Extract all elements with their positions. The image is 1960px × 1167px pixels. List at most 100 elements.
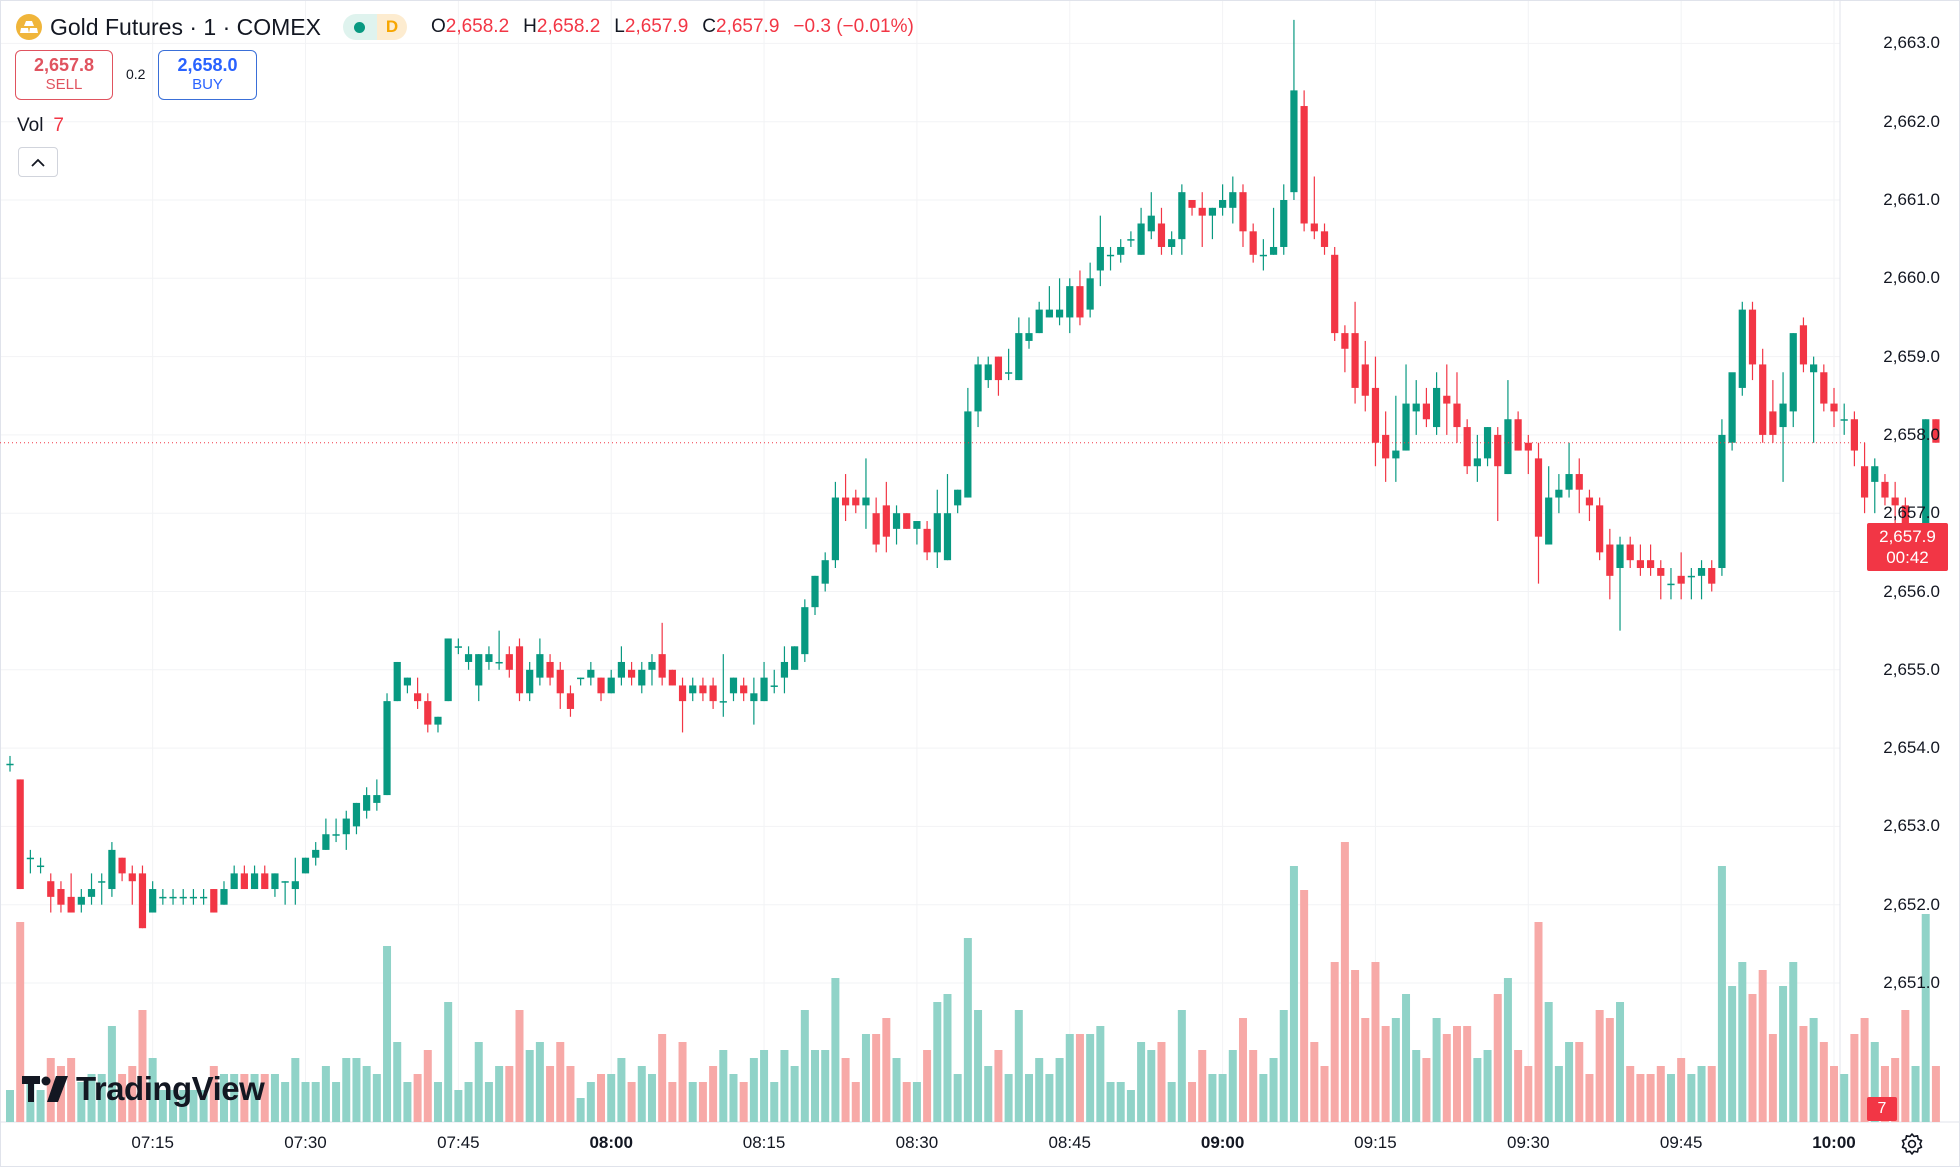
candle-body: [1555, 489, 1563, 498]
candle-body: [1117, 246, 1125, 255]
candle: [750, 677, 758, 725]
candle-body: [332, 834, 340, 836]
volume-bar: [994, 1050, 1003, 1122]
volume-bar: [1269, 1058, 1278, 1122]
candle-body: [1871, 466, 1879, 482]
candle: [1371, 356, 1380, 467]
volume-axis-label: 7: [1867, 1097, 1897, 1121]
candle: [1748, 301, 1757, 381]
volume-bar: [362, 1066, 371, 1122]
volume-bar: [1473, 1058, 1482, 1122]
volume-bar: [1514, 1050, 1523, 1122]
close-value: 2,657.9: [716, 16, 780, 37]
candle: [1249, 223, 1257, 263]
candle-body: [791, 646, 799, 670]
tradingview-logo-text: TradingView: [76, 1070, 265, 1107]
chevron-up-icon: [31, 158, 45, 167]
candle-body: [709, 685, 717, 702]
candle-body: [1708, 568, 1716, 584]
volume-bar: [1799, 1026, 1808, 1122]
candle-body: [719, 701, 727, 703]
candle-body: [546, 661, 554, 678]
candle: [1055, 278, 1064, 326]
candle: [138, 865, 147, 929]
volume-bar: [372, 1074, 381, 1122]
candle: [291, 857, 299, 905]
candle-body: [250, 873, 259, 890]
volume-bar: [1565, 1042, 1574, 1122]
candle: [1708, 560, 1716, 592]
change-value: −0.3 (−0.01%): [793, 16, 914, 37]
candle-body: [984, 364, 992, 381]
volume-bar: [352, 1058, 361, 1122]
candle: [47, 873, 55, 913]
candle-body: [454, 646, 462, 648]
volume-bar: [1616, 1002, 1625, 1122]
collapse-legend-button[interactable]: [18, 147, 58, 177]
candle: [98, 873, 106, 905]
candle: [434, 716, 442, 733]
candle-body: [179, 896, 187, 899]
volume-bar: [291, 1058, 300, 1122]
volume-bar: [1259, 1074, 1268, 1122]
candle-body: [597, 677, 605, 694]
volume-bar: [1728, 986, 1737, 1122]
volume-bar: [1198, 1050, 1207, 1122]
sell-button[interactable]: 2,657.8 SELL: [15, 50, 113, 100]
candle: [1269, 207, 1278, 255]
candle: [1830, 387, 1838, 428]
chart-settings-gear-icon[interactable]: [1899, 1131, 1925, 1157]
price-tick-label: 2,652.0: [1883, 894, 1940, 914]
candle-body: [882, 505, 890, 537]
volume-bar: [1014, 1010, 1023, 1122]
candle-body: [1320, 231, 1329, 247]
time-tick-label: 08:00: [589, 1133, 633, 1152]
candle-body: [1748, 309, 1757, 365]
buy-button[interactable]: 2,658.0 BUY: [158, 50, 257, 100]
volume-bar: [1147, 1050, 1156, 1122]
candle: [1545, 466, 1553, 545]
candle-body: [1616, 544, 1624, 569]
candle: [1779, 372, 1787, 482]
volume-bar: [933, 1002, 942, 1122]
volume-bar: [454, 1090, 463, 1122]
volume-bar: [1106, 1082, 1115, 1122]
volume-bar: [1167, 1082, 1176, 1122]
candle-body: [1361, 364, 1369, 396]
candle-body: [566, 693, 575, 709]
candle: [1382, 411, 1390, 482]
volume-bar: [240, 1074, 249, 1122]
candle: [1932, 419, 1940, 443]
candle-body: [1677, 575, 1685, 584]
volume-bar: [36, 1090, 45, 1122]
volume-bar: [219, 1074, 228, 1122]
candle-body: [1086, 278, 1094, 310]
candle-body: [1545, 497, 1553, 545]
time-tick-label: 07:45: [437, 1133, 480, 1152]
candle-body: [1005, 372, 1013, 374]
candle-body: [444, 638, 452, 702]
volume-bar: [46, 1058, 55, 1122]
volume-bar: [393, 1042, 402, 1122]
candle-body: [1932, 419, 1940, 443]
volume-bar: [1554, 1066, 1563, 1122]
candle-body: [556, 669, 564, 694]
volume-legend[interactable]: Vol 7: [17, 115, 64, 137]
candle: [852, 489, 860, 514]
symbol-title[interactable]: Gold Futures · 1 · COMEX: [50, 13, 321, 40]
volume-bar: [260, 1074, 269, 1122]
candle-body: [1738, 309, 1746, 388]
candle: [974, 356, 982, 428]
market-status-badge[interactable]: D: [342, 14, 407, 40]
volume-bar: [1860, 1018, 1869, 1122]
volume-bar: [1717, 866, 1726, 1122]
candle: [1168, 231, 1176, 255]
tradingview-logo[interactable]: TradingView: [22, 1070, 265, 1108]
candle: [515, 638, 524, 702]
candle: [984, 356, 992, 388]
volume-bar: [1126, 1090, 1135, 1122]
volume-bar: [1330, 962, 1339, 1122]
volume-label: Vol: [17, 115, 44, 136]
candle: [1117, 239, 1125, 263]
